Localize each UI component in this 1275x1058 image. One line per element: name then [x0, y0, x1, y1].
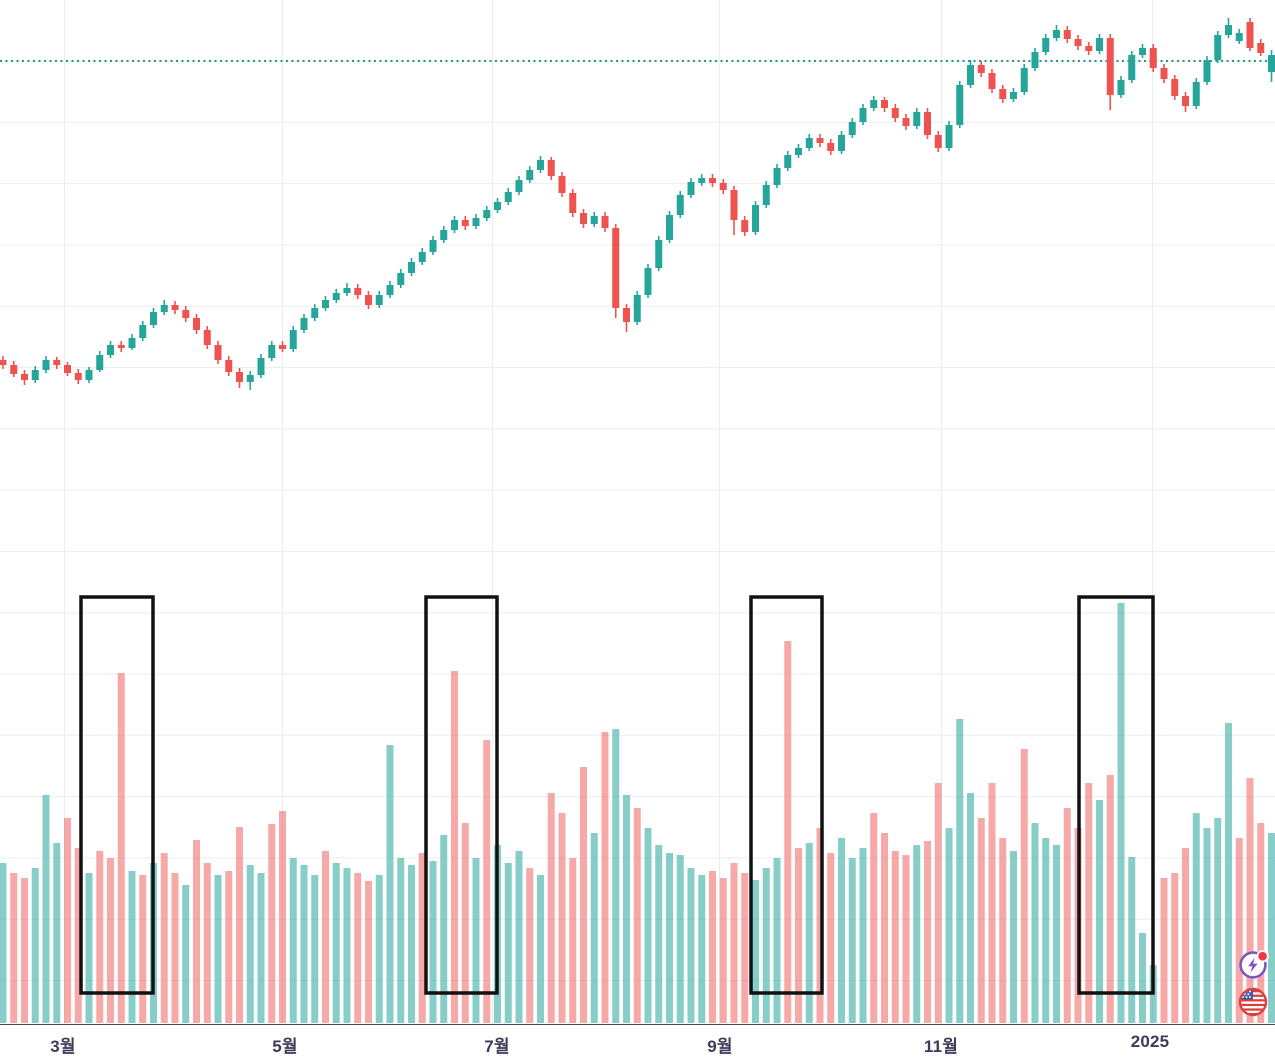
floating-buttons [1237, 949, 1269, 1018]
lightning-icon [1239, 950, 1269, 979]
notification-dot [1258, 951, 1267, 961]
highlight-rectangle[interactable] [749, 595, 824, 995]
gridlines [0, 0, 1275, 1024]
time-axis-label: 3월 [50, 1037, 76, 1056]
time-axis-label: 7월 [484, 1037, 510, 1056]
us-flag-icon [1238, 987, 1268, 1017]
time-axis-label: 2025 [1130, 1032, 1170, 1051]
time-axis-label: 9월 [707, 1037, 733, 1056]
highlight-rectangles[interactable] [79, 595, 1155, 995]
volume-bars [0, 603, 1275, 1023]
candles [0, 18, 1275, 390]
time-axis-label: 5월 [272, 1037, 298, 1056]
highlight-rectangle[interactable] [79, 595, 155, 995]
highlight-rectangle[interactable] [1077, 595, 1155, 995]
lightning-button[interactable] [1237, 949, 1269, 981]
time-axis-label: 11월 [923, 1037, 959, 1056]
us-flag-button[interactable] [1237, 986, 1269, 1018]
highlight-rectangle[interactable] [424, 595, 499, 995]
time-axis[interactable]: 3월 5월 7월 9월 11월 2025 [0, 1024, 1275, 1058]
